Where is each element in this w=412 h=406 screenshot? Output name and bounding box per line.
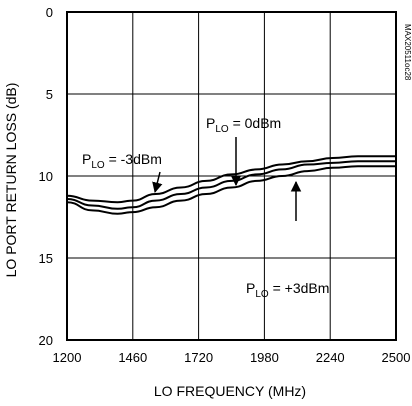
x-tick-label: 2500: [382, 350, 411, 365]
y-tick-label: 10: [39, 169, 53, 184]
x-tick-label: 1460: [118, 350, 147, 365]
annotations: PLO = -3dBm PLO = 0dBm PLO = +3dBm: [82, 115, 329, 300]
series-line-2: [66, 165, 396, 215]
plot-frame: [66, 11, 397, 341]
annotation-label: PLO = 0dBm: [206, 115, 281, 135]
x-tick-label: 1720: [184, 350, 213, 365]
grid: [67, 12, 396, 340]
y-tick-labels: 0 5 10 15 20: [39, 5, 53, 348]
y-tick-label: 0: [46, 5, 53, 20]
x-tick-labels: 1200 1460 1720 1980 2240 2500: [53, 350, 411, 365]
y-tick-label: 5: [46, 87, 53, 102]
series-line-0: [66, 155, 396, 204]
x-tick-label: 1980: [250, 350, 279, 365]
annotation-label: PLO = +3dBm: [246, 280, 329, 300]
x-axis-title: LO FREQUENCY (MHz): [154, 383, 306, 399]
y-axis-title: LO PORT RETURN LOSS (dB): [3, 83, 19, 278]
y-tick-label: 20: [39, 333, 53, 348]
part-number-label: MAX20511oc28: [403, 24, 412, 81]
x-tick-label: 1200: [53, 350, 82, 365]
annotation-arrow: [152, 171, 163, 194]
x-tick-label: 2240: [316, 350, 345, 365]
y-tick-label: 15: [39, 251, 53, 266]
annotation-label: PLO = -3dBm: [82, 151, 162, 171]
